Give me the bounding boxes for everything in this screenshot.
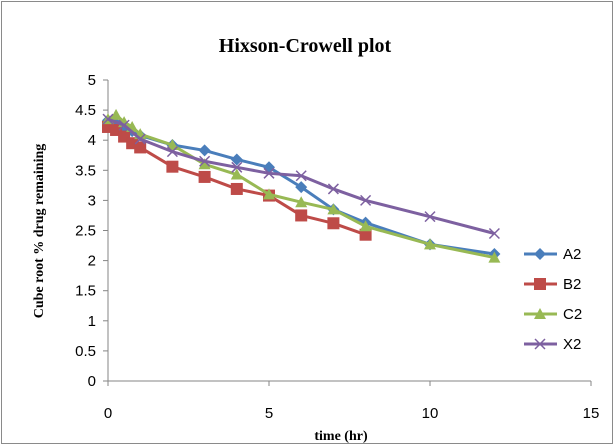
- x-marker-stroke: [295, 170, 307, 182]
- series-x2-point: [102, 113, 114, 125]
- series-x2-point: [166, 146, 178, 158]
- series-c2-point: [263, 188, 275, 200]
- series-x2-point: [134, 133, 146, 145]
- y-tick-label: 2: [88, 253, 96, 270]
- legend-a2-label: A2: [563, 246, 581, 263]
- x-tick-label: 10: [422, 405, 439, 422]
- y-tick-label: 1: [88, 313, 96, 330]
- series-c2-point: [295, 196, 308, 208]
- legend-x2-marker: [534, 338, 546, 350]
- series-c2-point: [198, 158, 211, 170]
- y-tick-label: 4: [88, 132, 96, 149]
- series-x2-point: [295, 170, 307, 182]
- x-marker-stroke: [118, 119, 130, 131]
- x-marker-stroke: [534, 338, 546, 350]
- series-c2-point: [488, 251, 501, 263]
- x-marker-stroke: [327, 183, 339, 195]
- x-tick-label: 0: [104, 405, 112, 422]
- series-x2-point: [199, 155, 211, 167]
- y-tick-label: 1.5: [75, 283, 96, 300]
- series-b2-point: [230, 182, 243, 195]
- legend-x2-label: X2: [563, 336, 581, 353]
- y-tick-label: 3: [88, 192, 96, 209]
- legend-b2-marker: [534, 278, 546, 290]
- x-marker-stroke: [488, 227, 500, 240]
- series-x2-point: [360, 194, 372, 206]
- series-x2-point: [263, 167, 275, 179]
- series-a2-point: [230, 153, 243, 166]
- y-tick-label: 2.5: [75, 223, 96, 240]
- x-marker-stroke: [424, 211, 436, 223]
- y-tick-label: 5: [88, 72, 96, 89]
- series-c2-point: [230, 168, 243, 180]
- series-x2-point: [231, 161, 243, 173]
- series-x2-point: [118, 119, 130, 131]
- x-marker-stroke: [102, 113, 114, 125]
- legend-a2-marker: [534, 248, 546, 260]
- plot-area: 0 0.5 1 1.5 2 2.5 3 3.5 4 4.5 5 0 5 10 15: [75, 72, 599, 422]
- series-b2-point: [102, 120, 114, 133]
- series-b2-point: [295, 209, 308, 222]
- series-x2-point: [327, 183, 339, 195]
- series-b2-point: [198, 170, 211, 183]
- series-b2-point: [166, 160, 179, 173]
- x-marker-stroke: [360, 194, 372, 206]
- series-x2-point: [424, 211, 436, 223]
- series-b2-point: [327, 217, 340, 230]
- series-a2-point: [198, 144, 211, 157]
- series-b2-point: [134, 141, 147, 154]
- series-c2-point: [327, 203, 340, 215]
- y-tick-label: 3.5: [75, 162, 96, 179]
- legend-c2-marker: [534, 308, 546, 319]
- legend: A2 B2 C2 X2: [524, 246, 582, 353]
- x-axis-title: time (hr): [314, 429, 368, 444]
- legend-b2-label: B2: [563, 276, 581, 293]
- legend-c2-label: C2: [563, 306, 582, 323]
- series-a2-point: [295, 181, 308, 194]
- x-tick-label: 5: [265, 405, 273, 422]
- x-tick-label: 15: [583, 405, 600, 422]
- x-marker-stroke: [166, 146, 178, 158]
- series-b2-point: [126, 137, 139, 150]
- y-axis-title: Cube root % drug remaining: [32, 144, 47, 319]
- y-tick-label: 0.5: [75, 343, 96, 360]
- series-c2-point: [424, 238, 436, 250]
- series-x2-point: [488, 227, 500, 240]
- series-c2-point: [110, 108, 123, 120]
- series-c2-point: [166, 139, 179, 151]
- x-marker-stroke: [199, 155, 211, 167]
- x-marker-stroke: [231, 161, 243, 173]
- y-tick-label: 0: [88, 373, 96, 390]
- x-marker-stroke: [263, 167, 275, 179]
- series-c2-point: [359, 220, 372, 232]
- y-tick-label: 4.5: [75, 102, 96, 119]
- series-b2-point: [359, 228, 372, 241]
- chart-title: Hixson-Crowell plot: [219, 35, 392, 57]
- x-marker-stroke: [134, 133, 146, 145]
